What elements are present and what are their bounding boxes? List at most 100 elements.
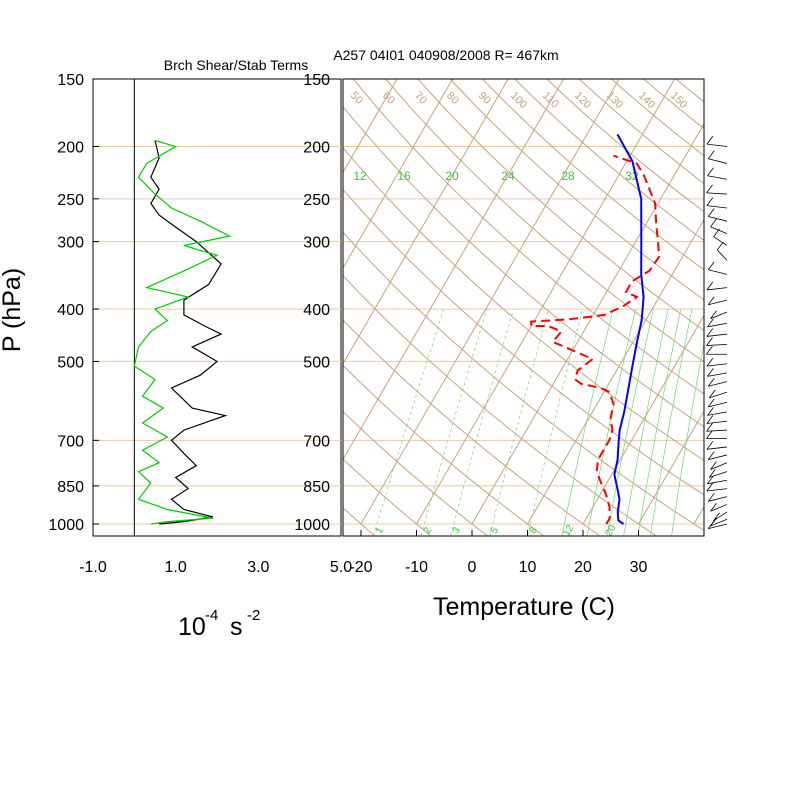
- wind-barb-feather: [707, 475, 714, 485]
- dry-adiabat-line: [343, 410, 488, 536]
- dry-adiabat-line: [481, 79, 704, 271]
- isotherm-label: 120: [572, 90, 593, 111]
- wind-barb-feather: [708, 389, 716, 399]
- isotherm-label: 140: [636, 90, 657, 111]
- wind-barb-feather: [706, 135, 714, 145]
- mixing-ratio-line: [373, 308, 445, 536]
- mixing-ratio-bottom-label: 5: [489, 525, 502, 536]
- mixing-ratio-label: 28: [561, 169, 575, 183]
- left-plot-frame: [92, 78, 342, 537]
- wind-barb-feather: [706, 197, 714, 206]
- isotherm-label: 80: [444, 90, 461, 107]
- wind-barb-staff: [707, 479, 728, 485]
- dewpoint-profile-line: [530, 154, 661, 525]
- isotherm-line: [750, 79, 800, 524]
- temperature-axis-label: Temperature (C): [433, 593, 615, 621]
- isotherm-line: [343, 79, 565, 461]
- temperature-tick-label: 20: [574, 559, 592, 576]
- skew-t-plot-area: 50 60 70 80 90 100 110 120 130 140 150 12 16 20 24 28 3…: [343, 63, 800, 536]
- wind-barb-feather: [706, 430, 713, 439]
- wind-barb-staff: [706, 446, 728, 450]
- temperature-tick-label: -10: [405, 559, 428, 576]
- dry-adiabat-line: [675, 79, 704, 103]
- temperature-tick-label: 10: [519, 559, 537, 576]
- isotherm-line: [582, 314, 704, 525]
- temperature-tick-label: 30: [630, 559, 648, 576]
- wind-barb-feather: [707, 493, 715, 502]
- wind-barb-staff: [708, 401, 728, 408]
- sounding-profiles: [530, 133, 661, 525]
- wind-barb-staff: [708, 523, 728, 530]
- skew-t-pressure-tick-labels: 150 200 250 300 400 500 700 850 1000: [294, 72, 330, 534]
- left-pressure-tick-labels: 150 200 250 300 400 500 700 850 1000: [48, 72, 99, 534]
- skew-t-plot-frame: [342, 78, 705, 537]
- isotherm-line: [638, 410, 704, 525]
- isotherm-label: 90: [476, 90, 493, 107]
- wind-barb-feather: [713, 512, 720, 521]
- wind-barb-staff: [706, 192, 728, 195]
- wind-barb-feather: [706, 281, 714, 291]
- dry-adiabat-line: [720, 63, 800, 536]
- wind-barb-feather: [706, 423, 713, 432]
- isotherm-line: [343, 79, 509, 365]
- mixing-ratio-label: 16: [397, 169, 411, 183]
- left-x-axis-label: 10 -4 s -2: [178, 607, 260, 641]
- skew-t-pressure-tick-label: 850: [303, 479, 330, 496]
- wind-barb-staff: [713, 236, 728, 246]
- wind-barb-feather: [707, 407, 714, 416]
- wind-barb-feather: [707, 451, 715, 460]
- x-label-unit-exponent: -2: [247, 607, 260, 624]
- dry-adiabat-line: [513, 79, 704, 242]
- mixing-ratio-line: [527, 309, 584, 536]
- isotherm-line: [343, 79, 398, 174]
- mixing-ratio-bottom-label: 3: [451, 525, 464, 536]
- wind-barb-staff: [707, 322, 728, 328]
- wind-barb-staff: [707, 372, 728, 377]
- dry-adiabat-line: [546, 79, 704, 213]
- wind-barb-feather: [707, 520, 715, 529]
- isotherm-line: [416, 79, 676, 525]
- isotherm-label: 130: [604, 90, 625, 111]
- left-pressure-tick-label: 700: [57, 433, 84, 450]
- dry-adiabat-line: [343, 231, 704, 532]
- skew-t-pressure-tick-label: 250: [303, 192, 330, 209]
- left-x-tick-label: 3.0: [247, 559, 269, 576]
- wind-barb-staff: [708, 299, 728, 306]
- wind-barb-feather: [706, 441, 714, 450]
- dry-adiabat-line: [343, 507, 375, 536]
- left-pressure-tick-label: 500: [57, 354, 84, 371]
- isotherm-label: 50: [348, 90, 365, 107]
- isotherm-label: 150: [668, 90, 689, 111]
- dry-adiabat-line: [343, 188, 704, 496]
- skew-t-pressure-tick-label: 1000: [294, 517, 330, 534]
- wind-barb-staff: [706, 420, 728, 424]
- wind-barb-staff: [708, 381, 728, 387]
- wind-barb-feather: [706, 482, 714, 492]
- dry-adiabat-line: [449, 79, 704, 301]
- dry-adiabat-line: [688, 63, 800, 536]
- wind-barb-feather: [710, 461, 717, 470]
- wind-barb-staff: [706, 343, 728, 346]
- mixing-ratio-line: [650, 309, 693, 536]
- left-x-tick-label: 5.0: [330, 559, 352, 576]
- isotherm-line: [360, 79, 620, 525]
- wind-barb-feather: [707, 318, 714, 328]
- left-x-tick-label: -1.0: [79, 559, 107, 576]
- left-pressure-tick-label: 200: [57, 139, 84, 156]
- skew-t-pressure-tick-label: 700: [303, 433, 330, 450]
- mixing-ratio-line: [561, 309, 614, 536]
- mixing-ratio-line: [671, 341, 704, 536]
- mixing-ratio-label: 12: [353, 169, 367, 183]
- wind-barb-staff: [706, 488, 728, 492]
- wind-barbs: [706, 135, 728, 530]
- wind-barb-feather: [707, 208, 715, 217]
- mixing-ratio-line: [637, 309, 682, 536]
- mixing-ratio-labels: 12 16 20 24 28 321 2 3 5 8 12 20: [353, 169, 639, 536]
- isotherm-line: [527, 218, 704, 525]
- dry-adiabat-line: [610, 79, 704, 157]
- dry-adiabat-line: [343, 105, 704, 428]
- wind-barb-feather: [706, 415, 714, 424]
- x-label-base: 10: [178, 613, 206, 641]
- dry-adiabat-line: [384, 79, 704, 363]
